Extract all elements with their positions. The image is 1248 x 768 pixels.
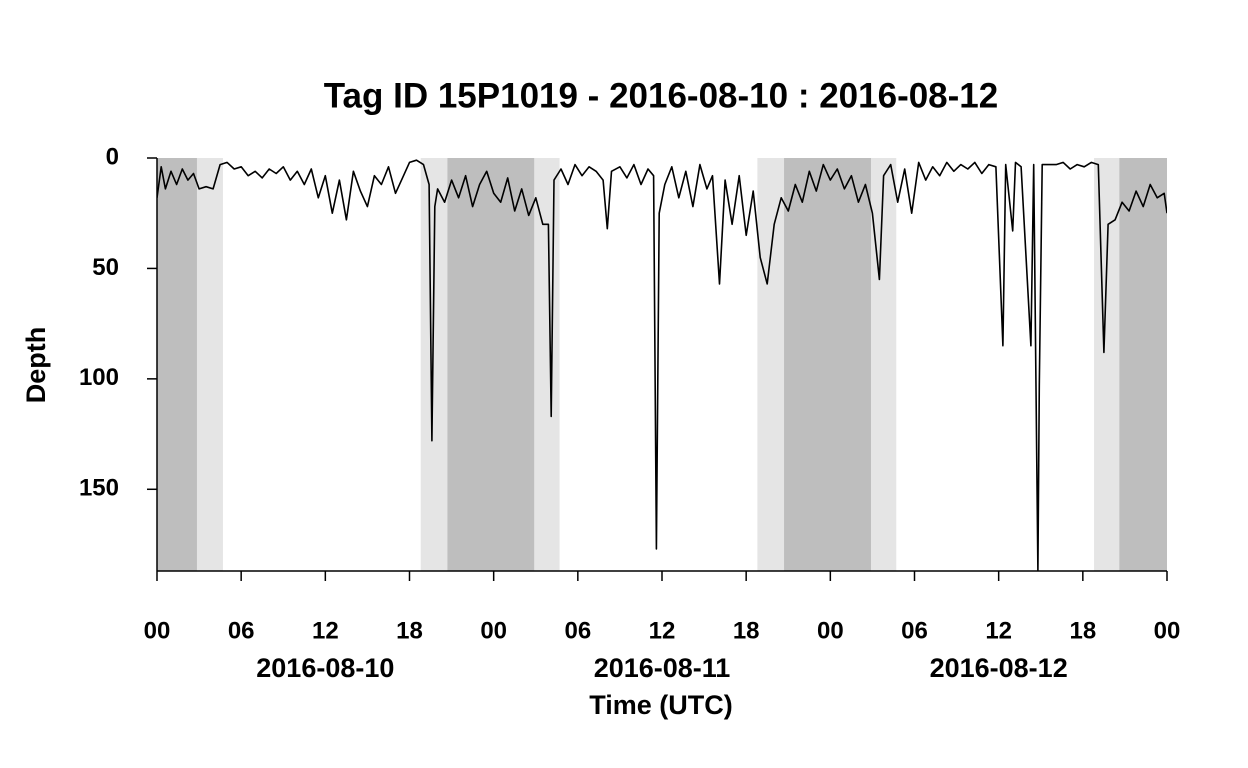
x-tick-label: 00 [144,617,171,644]
plot-area [157,159,1167,571]
x-tick-label: 00 [817,617,844,644]
night-band [196,158,223,571]
x-tick-label: 00 [1154,617,1181,644]
y-tick-label: 100 [79,364,119,391]
night-band [157,158,197,571]
night-band [1094,158,1120,571]
y-tick-label: 50 [92,254,119,281]
x-axis-label: Time (UTC) [589,690,733,720]
y-tick-label: 0 [106,143,119,170]
x-tick-label: 06 [564,617,591,644]
night-band [447,158,535,571]
y-tick-label: 150 [79,475,119,502]
x-tick-label: 18 [396,617,423,644]
night-band [757,158,785,571]
x-tick-label: 12 [985,617,1012,644]
x-tick-label: 18 [733,617,760,644]
night-band [871,158,897,571]
x-tick-label: 12 [312,617,339,644]
date-label: 2016-08-10 [256,653,394,683]
x-tick-label: 06 [228,617,255,644]
depth-line [157,159,1167,571]
y-axis-label: Depth [21,327,51,404]
x-tick-label: 00 [480,617,507,644]
date-label: 2016-08-12 [930,653,1068,683]
shading-layer [157,158,1167,571]
night-band [784,158,872,571]
axes: 0 50 100 150 00 06 12 18 00 06 12 18 00 06 12 18 00 2016-… [79,143,1180,683]
x-tick-label: 06 [901,617,928,644]
night-band [534,158,560,571]
x-tick-label: 12 [649,617,676,644]
chart-title: Tag ID 15P1019 - 2016-08-10 : 2016-08-12 [324,76,999,115]
date-label: 2016-08-11 [594,653,731,683]
night-band [1119,158,1167,571]
x-tick-label: 18 [1069,617,1096,644]
